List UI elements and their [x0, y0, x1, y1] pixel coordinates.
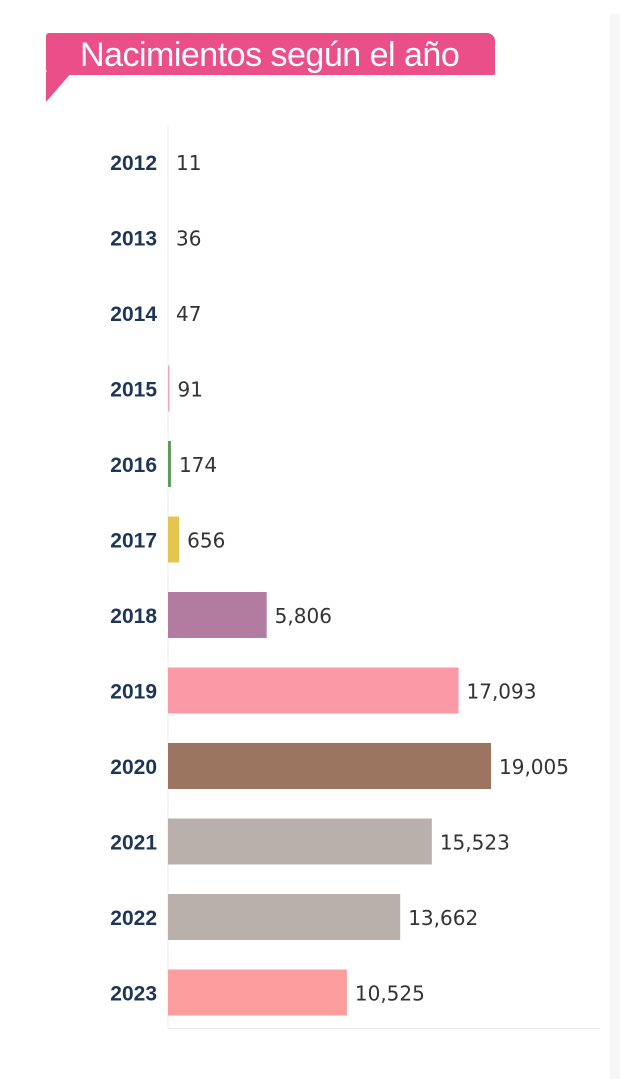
title-banner: [46, 33, 495, 75]
category-label: 2017: [110, 530, 157, 553]
value-label: 11: [176, 151, 201, 175]
category-label: 2015: [110, 379, 157, 402]
value-label: 17,093: [467, 680, 537, 704]
value-label: 5,806: [275, 604, 332, 628]
bar: [168, 818, 432, 865]
value-label: 91: [178, 378, 203, 402]
chart-title: Nacimientos según el año: [80, 36, 460, 74]
value-label: 10,525: [355, 982, 425, 1006]
category-label: 2013: [110, 228, 157, 251]
category-label: 2021: [110, 832, 157, 855]
category-label: 2019: [110, 681, 157, 704]
bar: [168, 743, 491, 789]
value-label: 656: [187, 529, 225, 553]
category-label: 2023: [110, 983, 157, 1006]
value-label: 13,662: [408, 906, 478, 930]
category-label: 2022: [110, 907, 157, 930]
bar: [168, 667, 459, 714]
category-label: 2012: [110, 152, 157, 175]
value-label: 47: [176, 302, 201, 326]
bar: [168, 365, 170, 412]
category-label: 2018: [110, 605, 157, 628]
right-panel-strip: [610, 14, 620, 1079]
title-banner-tail: [46, 72, 72, 102]
value-label: 174: [179, 453, 217, 477]
value-label: 19,005: [499, 755, 569, 779]
value-label: 15,523: [440, 831, 510, 855]
bar: [168, 516, 180, 563]
bar: [168, 441, 171, 487]
category-label: 2014: [110, 303, 157, 326]
category-label: 2016: [110, 454, 157, 477]
value-label: 36: [176, 227, 201, 251]
bar: [168, 894, 401, 940]
bar: [168, 592, 267, 638]
chart-bottom-rule: [168, 1028, 600, 1029]
bar: [168, 969, 347, 1016]
category-label: 2020: [110, 756, 157, 779]
